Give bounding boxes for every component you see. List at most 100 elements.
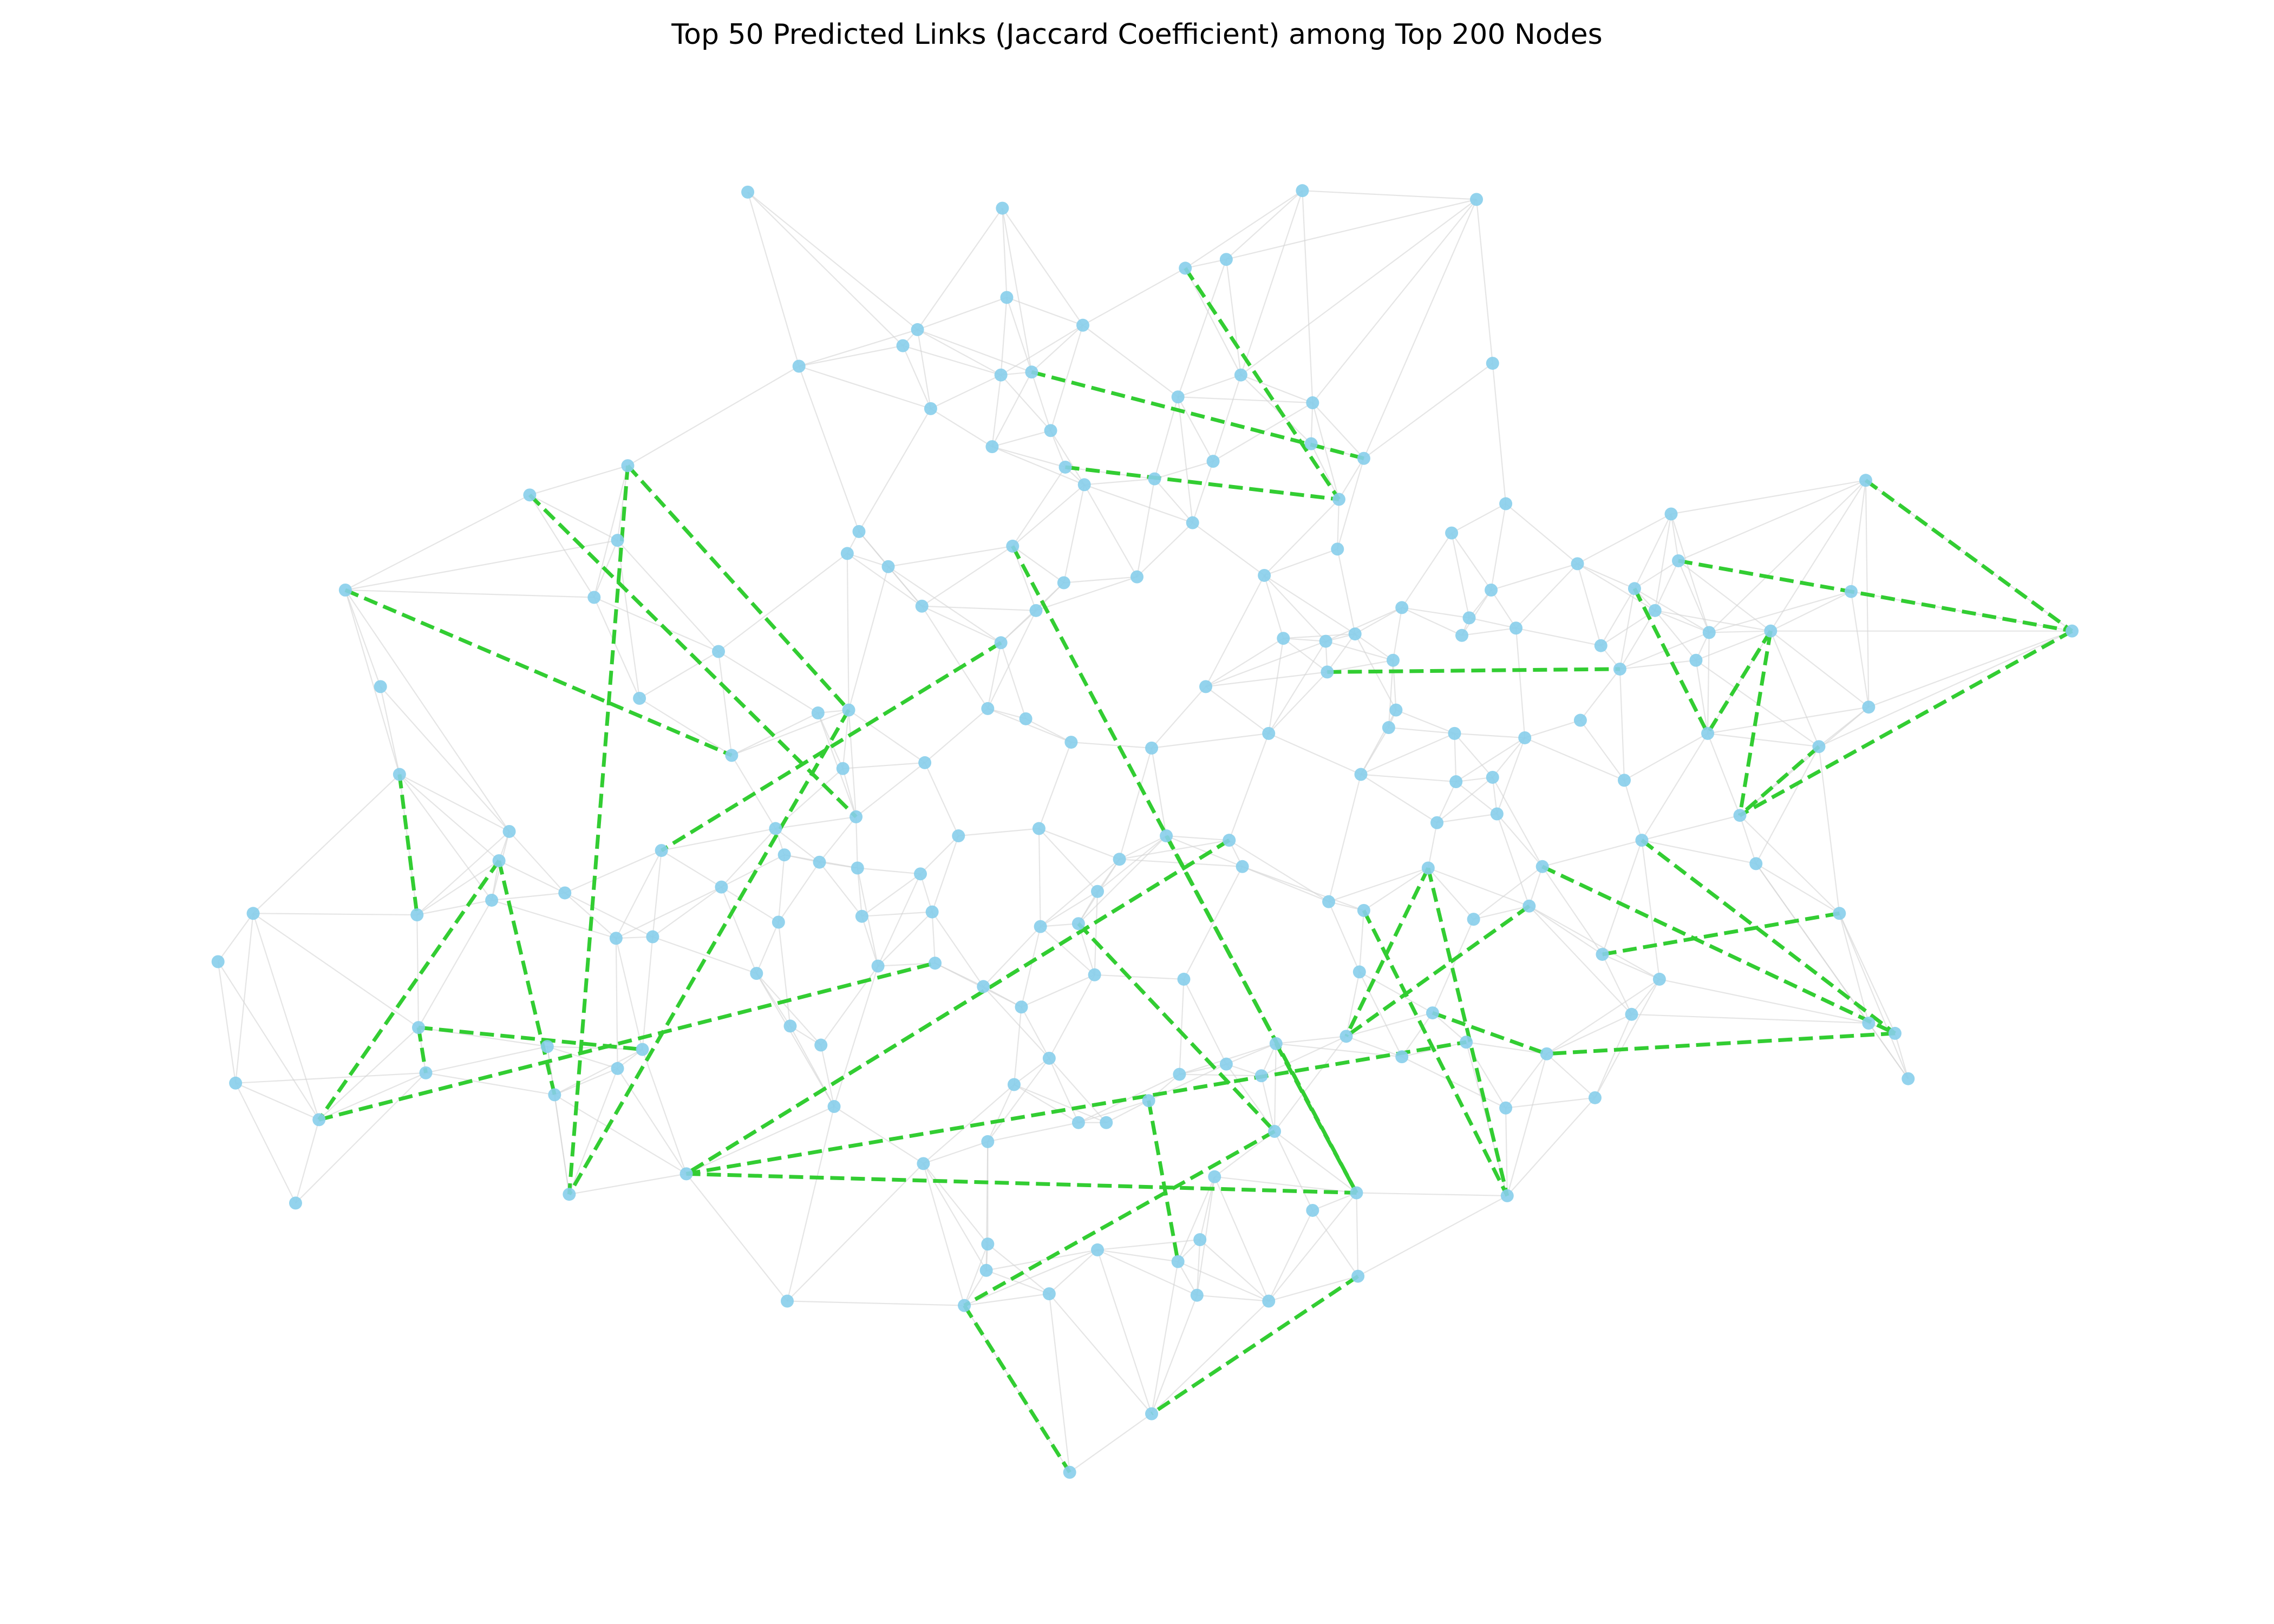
graph-edge [1361, 732, 1455, 775]
graph-edge [1268, 638, 1284, 734]
predicted-link [1065, 465, 1339, 501]
graph-edge [530, 465, 628, 496]
graph-edge [564, 892, 617, 939]
graph-edge [1670, 514, 1710, 633]
graph-node [1702, 626, 1716, 639]
graph-edge [1048, 1058, 1079, 1123]
graph-edge [1345, 972, 1360, 1037]
graph-edge [318, 1027, 419, 1121]
graph-node [1006, 539, 1020, 553]
graph-node [611, 1062, 624, 1075]
graph-edge [923, 1084, 1015, 1164]
graph-edge [1358, 910, 1365, 972]
graph-edge [1229, 733, 1270, 841]
graph-edge [1659, 978, 1869, 1024]
graph-edge [1229, 840, 1329, 902]
graph-edge [983, 986, 1050, 1059]
graph-edge [923, 1141, 988, 1164]
graph-edge [917, 329, 1032, 373]
graph-edge [992, 430, 1051, 448]
graph-edge [1602, 840, 1643, 955]
graph-edge [1357, 1195, 1508, 1277]
graph-node [813, 855, 826, 869]
graph-node [1652, 972, 1666, 986]
graph-edge [569, 1173, 687, 1195]
graph-edge [1183, 866, 1243, 980]
graph-edge [1007, 297, 1083, 326]
graph-edge [1432, 1012, 1467, 1043]
graph-edge [1040, 926, 1095, 975]
graph-edge [1040, 859, 1120, 927]
figure-title: Top 50 Predicted Links (Jaccard Coeffici… [671, 18, 1603, 51]
graph-edge [1071, 741, 1152, 749]
graph-edge [747, 192, 904, 346]
graph-edge [1546, 979, 1660, 1055]
graph-edge [1302, 191, 1314, 403]
graph-node [1859, 474, 1872, 487]
graph-edge [855, 762, 925, 817]
predicted-link [1151, 1274, 1360, 1416]
predicted-link [1164, 835, 1358, 1194]
graph-node [1091, 885, 1105, 898]
graph-edge [1048, 974, 1095, 1059]
graph-node [1058, 460, 1072, 474]
predicted-link [1184, 267, 1341, 501]
graph-edge [1021, 926, 1041, 1007]
graph-edge [217, 961, 237, 1083]
graph-edge [1151, 1300, 1270, 1415]
graph-edge [1401, 1056, 1506, 1109]
graph-node [1177, 972, 1191, 986]
graph-node [985, 440, 999, 454]
graph-edge [1328, 867, 1429, 902]
graph-edge [1084, 484, 1193, 523]
graph-node [1540, 1047, 1553, 1060]
graph-edge [721, 887, 757, 974]
graph-edge [380, 686, 510, 832]
graph-node [1145, 741, 1159, 755]
graph-edge [820, 1045, 835, 1107]
graph-edge [1264, 548, 1338, 577]
graph-edge [1000, 297, 1008, 375]
nodes [211, 184, 2079, 1479]
graph-edge [958, 828, 1040, 837]
graph-edge [1214, 1176, 1357, 1194]
graph-edge [848, 566, 889, 710]
graph-node [1485, 584, 1498, 597]
graph-edge [1361, 774, 1456, 783]
graph-node [540, 1040, 554, 1053]
graph-node [792, 359, 806, 373]
graph-node [1486, 770, 1499, 784]
graph-edge [1050, 430, 1085, 485]
graph-edge [1312, 1210, 1359, 1277]
graph-node [715, 880, 728, 894]
graph-edge [1770, 480, 1866, 632]
graph-edge [1274, 1131, 1314, 1211]
graph-edge [921, 606, 989, 709]
graph-edge [1273, 1043, 1277, 1132]
graph-edge [252, 913, 419, 1029]
graph-edge [1268, 1192, 1357, 1302]
graph-node [1171, 390, 1185, 404]
graph-node [1322, 895, 1336, 908]
predicted-link [963, 1304, 1071, 1474]
graph-node [502, 824, 516, 838]
graph-node [1179, 261, 1192, 275]
graph-node [1173, 1068, 1186, 1081]
graph-edge [1185, 259, 1227, 269]
graph-node [563, 1188, 576, 1201]
graph-node [924, 402, 937, 415]
graph-edge [857, 867, 921, 875]
graph-edge [986, 1269, 1050, 1295]
graph-edge [1505, 1108, 1508, 1196]
graph-edge [217, 961, 320, 1120]
existing-edges [217, 190, 2073, 1473]
graph-node [1236, 860, 1249, 873]
graph-node [1319, 634, 1332, 648]
graph-edge [848, 709, 925, 763]
graph-edge [992, 446, 1066, 468]
graph-edge [554, 1049, 643, 1096]
graph-edge [1451, 533, 1470, 618]
graph-edge [920, 835, 959, 875]
graph-node [1269, 1037, 1283, 1050]
